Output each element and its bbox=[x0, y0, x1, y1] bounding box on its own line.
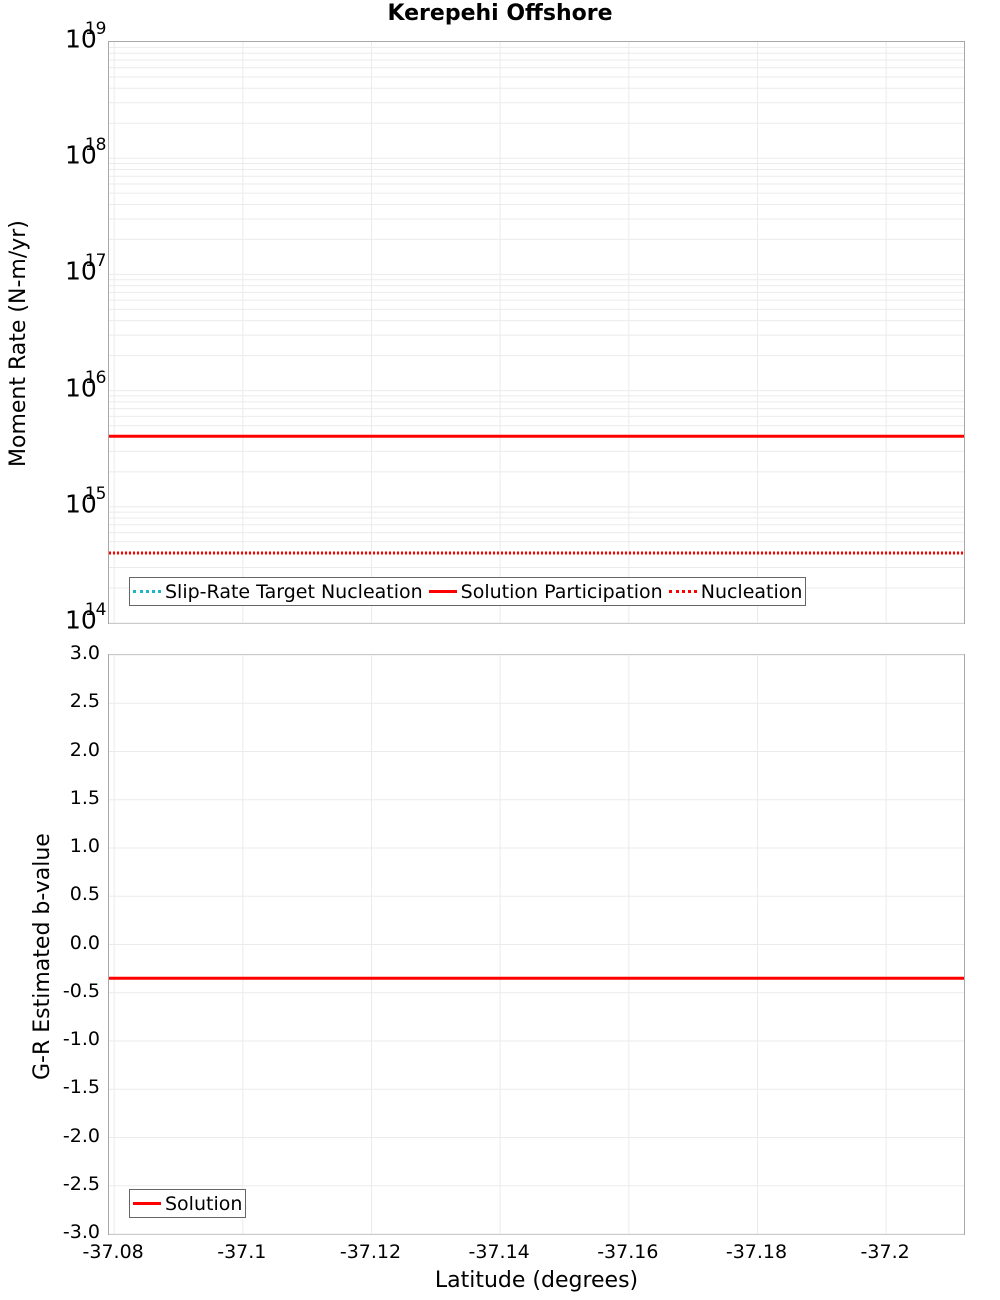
x-axis-label: Latitude (degrees) bbox=[108, 1268, 965, 1293]
legend-item: Nucleation bbox=[669, 581, 803, 603]
chart-title: Kerepehi Offshore bbox=[0, 1, 1000, 26]
y-tick-label: -1.5 bbox=[40, 1076, 100, 1098]
y-tick-label: -3.0 bbox=[40, 1221, 100, 1243]
moment-rate-legend: Slip-Rate Target Nucleation Solution Part… bbox=[129, 577, 806, 606]
y-tick-label: 2.0 bbox=[40, 739, 100, 761]
y-tick-label: -2.0 bbox=[40, 1125, 100, 1147]
y-tick-label: 1016 bbox=[65, 372, 106, 402]
x-tick-label: -37.16 bbox=[597, 1241, 658, 1263]
x-tick-label: -37.08 bbox=[83, 1241, 144, 1263]
y-tick-label: 0.0 bbox=[40, 932, 100, 954]
legend-swatch-icon bbox=[133, 590, 161, 593]
legend-label: Slip-Rate Target Nucleation bbox=[165, 581, 423, 603]
y-tick-label: 2.5 bbox=[40, 690, 100, 712]
y-tick-label: 1.5 bbox=[40, 787, 100, 809]
y-tick-label: 1014 bbox=[65, 604, 106, 634]
x-tick-label: -37.14 bbox=[469, 1241, 530, 1263]
y-tick-label: 1019 bbox=[65, 23, 106, 53]
legend-item: Solution bbox=[133, 1193, 242, 1215]
y-tick-label: 1.0 bbox=[40, 835, 100, 857]
legend-item: Solution Participation bbox=[429, 581, 663, 603]
legend-label: Nucleation bbox=[701, 581, 803, 603]
y-tick-label: -2.5 bbox=[40, 1173, 100, 1195]
x-tick-label: -37.1 bbox=[217, 1241, 266, 1263]
b-value-legend: Solution bbox=[129, 1189, 246, 1218]
y-tick-label: 0.5 bbox=[40, 883, 100, 905]
moment-rate-plot-area bbox=[109, 42, 964, 623]
top-y-axis-label: Moment Rate (N-m/yr) bbox=[6, 220, 31, 467]
x-tick-label: -37.12 bbox=[340, 1241, 401, 1263]
y-tick-label: 1017 bbox=[65, 255, 106, 285]
legend-swatch-icon bbox=[429, 590, 457, 593]
b-value-plot bbox=[108, 654, 965, 1235]
y-tick-label: 3.0 bbox=[40, 642, 100, 664]
x-tick-label: -37.2 bbox=[861, 1241, 910, 1263]
x-tick-label: -37.18 bbox=[726, 1241, 787, 1263]
legend-swatch-icon bbox=[669, 590, 697, 593]
legend-item: Slip-Rate Target Nucleation bbox=[133, 581, 423, 603]
moment-rate-plot bbox=[108, 41, 965, 624]
legend-label: Solution Participation bbox=[461, 581, 663, 603]
b-value-plot-area bbox=[109, 655, 964, 1234]
y-tick-label: -1.0 bbox=[40, 1028, 100, 1050]
y-tick-label: 1015 bbox=[65, 488, 106, 518]
legend-swatch-icon bbox=[133, 1202, 161, 1205]
y-tick-label: 1018 bbox=[65, 139, 106, 169]
legend-label: Solution bbox=[165, 1193, 242, 1215]
y-tick-label: -0.5 bbox=[40, 980, 100, 1002]
